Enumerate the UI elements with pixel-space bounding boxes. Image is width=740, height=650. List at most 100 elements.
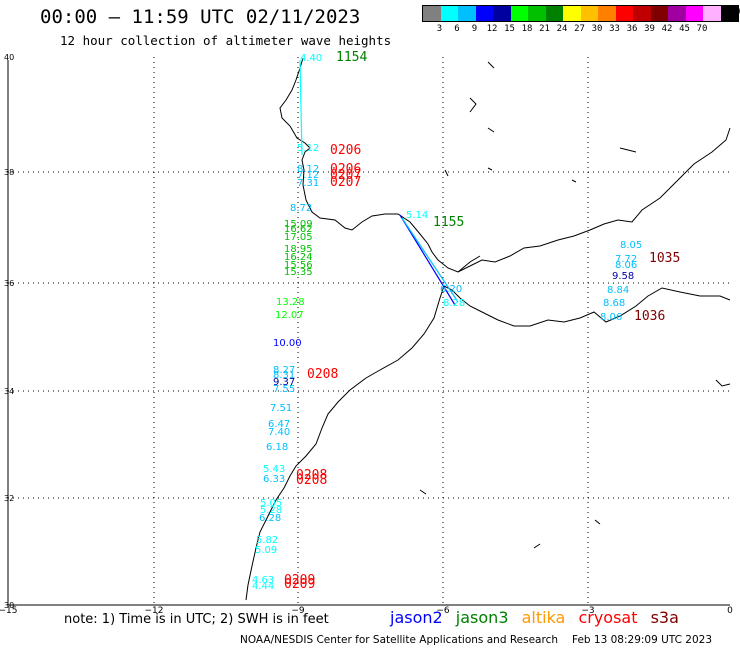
- wave-height-label: 5.14: [406, 210, 428, 221]
- wave-height-label: 8.84: [607, 285, 629, 296]
- wave-height-label: 6.20: [440, 284, 462, 295]
- pass-label: 1035: [649, 251, 680, 266]
- legend-tick-label: 27: [574, 24, 585, 34]
- legend-swatch-8: [563, 6, 581, 21]
- wave-height-label: 5.28: [260, 505, 282, 516]
- lat-tick-label: 32: [4, 494, 14, 503]
- satellite-jason2: jason2: [390, 608, 443, 627]
- lat-tick-label: 40: [4, 53, 14, 62]
- wave-height-label: 16.24: [284, 252, 313, 263]
- pass-label: 0208: [296, 468, 327, 483]
- pass-label: 0207: [330, 175, 361, 190]
- wave-height-label: 15.35: [284, 267, 313, 278]
- satellite-jason3: jason3: [455, 608, 509, 627]
- lon-tick-label: −9: [291, 606, 305, 616]
- legend-tick-label: 45: [679, 24, 690, 34]
- legend-tick-label: 18: [521, 24, 533, 34]
- legend-swatch-4: [493, 6, 511, 21]
- legend-swatch-17: [720, 6, 738, 21]
- legend-unit-label: (ft): [720, 7, 740, 17]
- wave-height-label: 9.37: [273, 377, 295, 388]
- wave-height-label: 5.12: [297, 143, 319, 154]
- lat-tick-label: 38: [4, 168, 14, 177]
- wave-height-label: 7.55: [273, 384, 295, 395]
- lon-tick-label: 0: [727, 606, 733, 616]
- wave-height-label: 10.00: [273, 338, 302, 349]
- wave-height-label: 8.28: [443, 298, 465, 309]
- legend-swatch-16: [703, 6, 721, 21]
- legend-tick-label: 3: [436, 24, 443, 34]
- satellite-s3a: s3a: [650, 608, 679, 627]
- wave-height-label: 6.18: [266, 442, 288, 453]
- legend-tick-label: 15: [504, 24, 515, 34]
- map-frame: [7, 60, 730, 606]
- wave-height-label: 7.51: [270, 403, 292, 414]
- chart-subtitle: 12 hour collection of altimeter wave hei…: [60, 33, 392, 48]
- coastline: [245, 57, 731, 601]
- wave-height-label: 5.82: [256, 535, 278, 546]
- pass-label: 0208: [296, 473, 327, 488]
- legend-tick-label: 24: [556, 24, 568, 34]
- wave-height-label: 6.47: [268, 419, 290, 430]
- color-scale-labels: 3 6 9 12 15 18 21 24 27 30 33 36 39 42 45 70: [422, 22, 739, 36]
- lon-tick-label: −6: [436, 606, 450, 616]
- pass-label: 0207: [330, 168, 361, 183]
- wave-height-label: 8.06: [615, 260, 637, 271]
- satellite-altika: altika: [521, 608, 566, 627]
- credit-text: NOAA/NESDIS Center for Satellite Applica…: [240, 634, 558, 646]
- wave-height-label: 5.09: [255, 545, 277, 556]
- legend-swatch-1: [440, 6, 458, 21]
- legend-swatch-3: [475, 6, 493, 21]
- lat-tick-label: 36: [4, 279, 14, 288]
- wave-height-label: 8.27: [273, 365, 295, 376]
- wave-height-label: 16.62: [284, 224, 313, 235]
- legend-swatch-9: [580, 6, 598, 21]
- color-scale-legend: 3 6 9 12 15 18 21 24 27 30 33 36 39 42 45 70 (ft): [422, 5, 740, 36]
- wave-height-label: 7.12: [297, 170, 319, 181]
- wave-height-label: 4.40: [300, 53, 322, 64]
- legend-swatch-5: [510, 6, 528, 21]
- color-scale-bar: [422, 5, 739, 22]
- footer-credit: NOAA/NESDIS Center for Satellite Applica…: [240, 634, 712, 646]
- pass-label: 1154: [336, 50, 367, 65]
- pass-label: 1155: [433, 215, 464, 230]
- wave-height-label: 17.05: [284, 232, 313, 243]
- legend-swatch-12: [633, 6, 651, 21]
- legend-swatch-7: [545, 6, 563, 21]
- wave-height-label: 4.44: [252, 581, 274, 592]
- wave-height-label: 8.06: [600, 312, 622, 323]
- legend-swatch-14: [668, 6, 686, 21]
- footer-note: note: 1) Time is in UTC; 2) SWH is in fe…: [64, 612, 329, 627]
- wave-height-label: 8.72: [290, 203, 312, 214]
- satellite-legend: jason2 jason3 altika cryosat s3a: [390, 608, 687, 627]
- wave-height-label: 6.33: [263, 474, 285, 485]
- satellite-cryosat: cryosat: [578, 608, 638, 627]
- wave-height-labels: 4.405.128.127.127.318.7215.0916.6217.051…: [252, 53, 642, 592]
- ground-tracks: [299, 59, 459, 306]
- legend-tick-label: 70: [696, 24, 708, 34]
- wave-height-label: 15.56: [284, 260, 313, 271]
- pass-label: 0209: [284, 573, 315, 588]
- chart-title: 00:00 – 11:59 UTC 02/11/2023: [40, 6, 361, 28]
- wave-height-label: 12.07: [275, 310, 304, 321]
- lat-tick-label: 30: [4, 601, 14, 610]
- legend-swatch-2: [458, 6, 476, 21]
- wave-height-label: 7.40: [268, 427, 290, 438]
- lat-lon-grid: [8, 57, 730, 605]
- pass-label: 0209: [284, 577, 315, 592]
- axis-tick-labels: 40 38 36 34 32 30−15 −12 −9 −6 −3 0: [0, 53, 733, 616]
- legend-swatch-6: [528, 6, 546, 21]
- wave-height-label: 13.28: [276, 297, 305, 308]
- legend-tick-label: 36: [626, 24, 638, 34]
- lon-tick-label: −15: [0, 606, 18, 616]
- legend-swatch-13: [650, 6, 668, 21]
- legend-tick-label: 9: [471, 24, 478, 34]
- legend-tick-label: 6: [454, 24, 460, 34]
- wave-height-label: 5.43: [263, 464, 285, 475]
- wave-height-label: 7.31: [297, 178, 319, 189]
- pass-label: 0208: [307, 367, 338, 382]
- wave-height-label: 7.72: [615, 254, 637, 265]
- pass-label: 0206: [330, 143, 361, 158]
- legend-tick-label: 42: [661, 24, 673, 34]
